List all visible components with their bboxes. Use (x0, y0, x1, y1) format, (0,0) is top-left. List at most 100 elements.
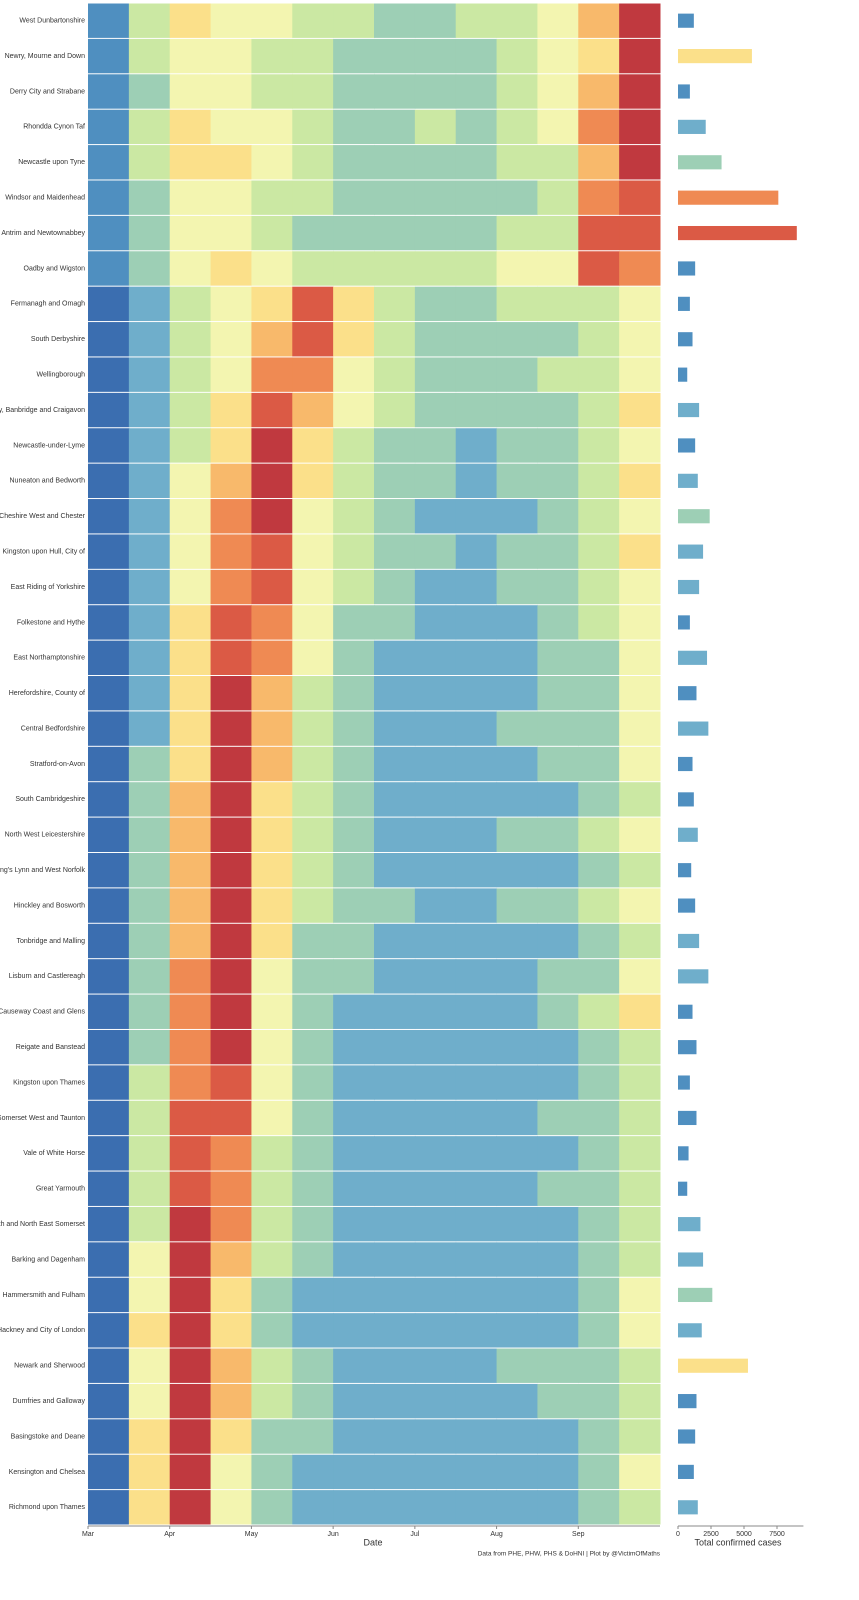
heat-cell (292, 428, 334, 463)
heat-cell (455, 145, 498, 180)
heat-cell (210, 1206, 252, 1242)
heat-cell (537, 215, 579, 251)
heat-cell (578, 322, 620, 357)
heat-cell (455, 1348, 498, 1383)
heat-cell (251, 1277, 293, 1313)
heat-cell (455, 1171, 498, 1206)
heat-cell (251, 676, 293, 711)
heat-cell (455, 923, 498, 959)
x-axis-title: Date (363, 1537, 382, 1547)
x-tick-label: 7500 (769, 1531, 785, 1538)
heat-cell (333, 215, 375, 251)
heat-cell (88, 1454, 130, 1490)
heat-cell (455, 746, 498, 782)
heat-cell (496, 38, 538, 74)
heat-cell (128, 322, 171, 357)
heat-cell (210, 1419, 252, 1454)
row-label: Stratford-on-Avon (30, 761, 85, 768)
heat-cell (578, 888, 620, 923)
heat-cell (496, 959, 538, 994)
heat-cell (210, 1242, 252, 1277)
heat-cell (251, 1490, 293, 1525)
heat-cell (374, 1171, 416, 1206)
bar (678, 544, 704, 559)
bar (678, 509, 710, 524)
row-label: Bath and North East Somerset (0, 1221, 85, 1228)
heat-cell (578, 215, 620, 251)
heat-cell (374, 605, 416, 640)
heat-cell (88, 817, 130, 852)
heat-cell (496, 676, 538, 711)
bar (678, 1358, 748, 1373)
heat-cell (88, 180, 130, 215)
heat-cell (496, 180, 538, 215)
heat-cell (496, 1454, 538, 1490)
bar (678, 473, 698, 488)
heat-cell (374, 38, 416, 74)
heat-cell (88, 1206, 130, 1242)
heat-cell (496, 1065, 538, 1100)
bar (678, 686, 697, 701)
heat-cell (292, 180, 334, 215)
heat-cell (88, 640, 130, 676)
heat-cell (578, 746, 620, 782)
heat-cell (578, 782, 620, 817)
heat-cell (455, 180, 498, 215)
heat-cell (169, 109, 212, 145)
heat-cell (169, 959, 212, 994)
heat-cell (374, 1383, 416, 1419)
heat-cell (292, 1454, 334, 1490)
heat-cell (578, 1065, 620, 1100)
heat-cell (333, 569, 375, 605)
heat-cell (333, 605, 375, 640)
heat-cell (333, 959, 375, 994)
heat-cell (619, 1065, 661, 1100)
heat-cell (251, 711, 293, 746)
heat-cell (496, 923, 538, 959)
heat-cell (414, 888, 457, 923)
heat-cell (496, 74, 538, 109)
heat-cell (88, 852, 130, 888)
heat-cell (333, 109, 375, 145)
heat-cell (333, 711, 375, 746)
heat-cell (578, 1277, 620, 1313)
heat-cell (292, 357, 334, 392)
heat-cell (414, 1171, 457, 1206)
heat-cell (292, 959, 334, 994)
heat-cell (128, 251, 171, 286)
heat-cell (455, 215, 498, 251)
heat-cell (414, 569, 457, 605)
bar (678, 49, 752, 64)
heat-cell (251, 215, 293, 251)
heat-cell (128, 463, 171, 499)
bar (678, 1500, 698, 1515)
heat-cell (333, 1136, 375, 1171)
bar (678, 155, 722, 170)
heat-cell (455, 38, 498, 74)
heat-cell (292, 499, 334, 534)
heat-cell (128, 569, 171, 605)
heat-cell (537, 640, 579, 676)
bar (678, 332, 693, 347)
heat-cell (619, 357, 661, 392)
bar (678, 225, 797, 241)
heat-cell (169, 428, 212, 463)
row-label: South Derbyshire (31, 336, 85, 343)
heat-cell (414, 1029, 457, 1065)
heat-cell (88, 676, 130, 711)
heat-cell (619, 1242, 661, 1277)
heat-cell (128, 1242, 171, 1277)
heat-cell (374, 640, 416, 676)
heat-cell (251, 605, 293, 640)
heat-cell (292, 711, 334, 746)
row-label: Lisburn and Castlereagh (9, 973, 85, 980)
heat-cell (414, 711, 457, 746)
heat-cell (619, 499, 661, 534)
heat-cell (333, 994, 375, 1029)
heat-cell (210, 145, 252, 180)
heat-cell (578, 38, 620, 74)
heat-cell (333, 1313, 375, 1348)
heat-cell (128, 428, 171, 463)
bar (678, 1323, 702, 1338)
bar (678, 367, 688, 382)
